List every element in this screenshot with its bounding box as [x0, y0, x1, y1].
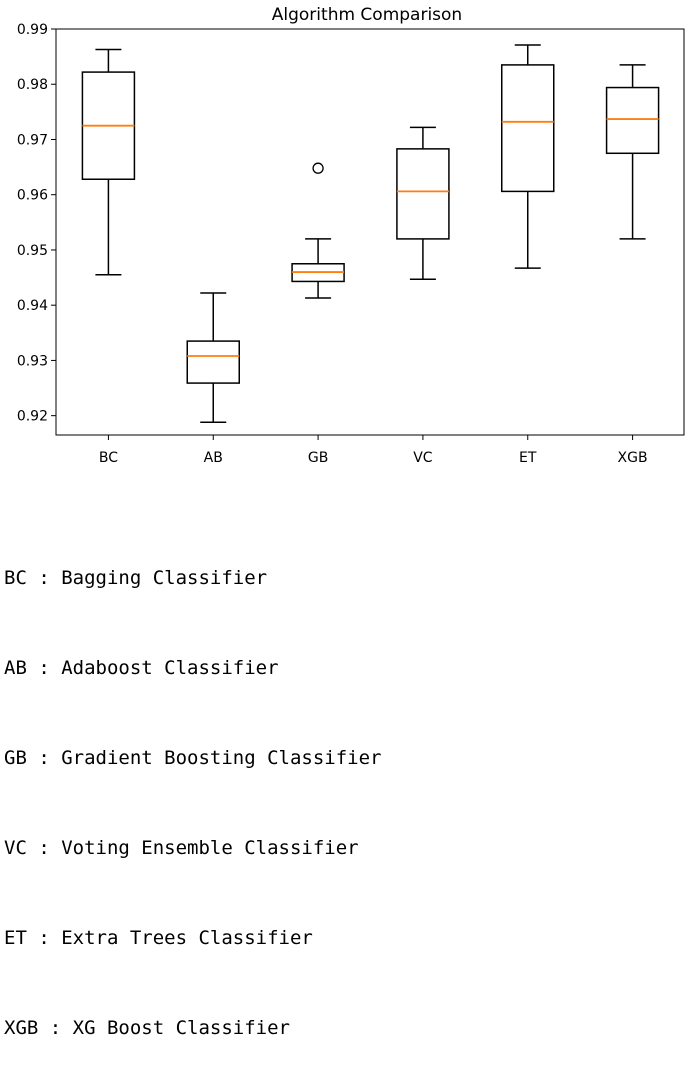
box-ab: [186, 292, 240, 424]
iqr-box: [396, 148, 450, 240]
box-bc: [81, 48, 136, 276]
x-tick-label: AB: [204, 450, 223, 466]
plot-frame: [55, 28, 685, 436]
iqr-box: [605, 86, 660, 155]
y-tick-label: 0.96: [17, 188, 48, 204]
legend-line-bc: BC : Bagging Classifier: [4, 567, 268, 589]
legend-line-xgb: XGB : XG Boost Classifier: [4, 1017, 290, 1039]
box-et: [501, 44, 555, 269]
y-tick-label: 0.94: [17, 298, 48, 314]
legend-line-ab: AB : Adaboost Classifier: [4, 657, 279, 679]
iqr-box: [186, 340, 240, 384]
y-tick-label: 0.92: [17, 409, 48, 425]
x-tick-label: BC: [99, 450, 118, 466]
y-tick-label: 0.99: [17, 22, 48, 38]
x-tick-label: ET: [519, 450, 537, 466]
legend-line-vc: VC : Voting Ensemble Classifier: [4, 837, 359, 859]
y-tick-label: 0.98: [17, 77, 48, 93]
legend-line-gb: GB : Gradient Boosting Classifier: [4, 747, 382, 769]
x-tick-label: XGB: [618, 450, 648, 466]
iqr-box: [501, 64, 555, 193]
box-xgb: [605, 64, 660, 240]
legend-line-et: ET : Extra Trees Classifier: [4, 927, 313, 949]
x-tick-label: GB: [308, 450, 328, 466]
y-tick-label: 0.95: [17, 243, 48, 259]
y-tick-label: 0.93: [17, 353, 48, 369]
chart-title: Algorithm Comparison: [272, 5, 462, 25]
y-tick-label: 0.97: [17, 132, 48, 148]
abbreviation-legend: BC : Bagging Classifier AB : Adaboost Cl…: [4, 503, 382, 1073]
x-tick-label: VC: [413, 450, 433, 466]
outlier-point: [312, 162, 324, 174]
box-gb: [291, 162, 345, 299]
box-vc: [396, 126, 450, 280]
box-plot-chart: Algorithm Comparison 0.92 0.93 0.94 0.95 0.9…: [17, 5, 685, 466]
